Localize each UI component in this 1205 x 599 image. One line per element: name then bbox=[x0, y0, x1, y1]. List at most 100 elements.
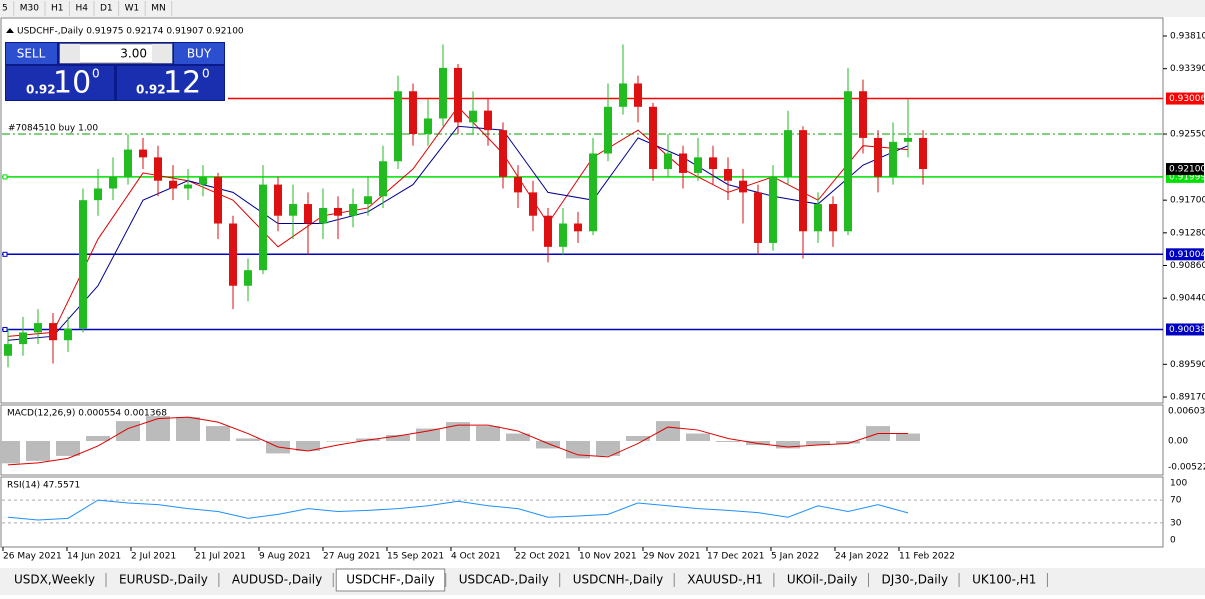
candle-body bbox=[124, 149, 132, 177]
sell-price-sup: 0 bbox=[92, 67, 100, 81]
timeframe-button[interactable]: M30 bbox=[20, 4, 39, 14]
rsi-panel bbox=[0, 476, 1164, 548]
y-tick-label: 0.90860 bbox=[1170, 261, 1205, 271]
macd-bar bbox=[836, 440, 860, 444]
sell-button[interactable] bbox=[6, 43, 57, 64]
macd-signal bbox=[7, 416, 908, 466]
tab[interactable]: USDCAD-,Daily bbox=[448, 571, 559, 589]
buy-price-small: 0.92 bbox=[136, 83, 166, 97]
macd-bar bbox=[446, 422, 470, 441]
tab-bg bbox=[776, 571, 868, 589]
candle-body bbox=[694, 157, 702, 173]
timeframe-button[interactable]: H4 bbox=[75, 4, 88, 14]
timeframe-button[interactable]: 5 bbox=[2, 4, 8, 14]
tab[interactable]: USDX,Weekly bbox=[4, 571, 105, 589]
tab[interactable]: EURUSD-,Daily bbox=[109, 571, 218, 589]
lot-down[interactable] bbox=[60, 44, 80, 63]
macd-bar bbox=[476, 426, 500, 441]
macd-bar bbox=[536, 440, 560, 449]
sell-price-big: 10 bbox=[53, 66, 91, 101]
tab-label: USDCAD-,Daily bbox=[459, 573, 549, 587]
macd-bar bbox=[716, 440, 740, 442]
buy-button[interactable] bbox=[174, 43, 224, 64]
candle-body bbox=[169, 180, 177, 189]
x-tick-label: 4 Oct 2021 bbox=[451, 552, 501, 562]
sell-price[interactable] bbox=[6, 66, 114, 100]
level-label: 0.90038 bbox=[1169, 325, 1205, 335]
tab[interactable]: USDCNH-,Daily bbox=[562, 571, 674, 589]
rsi-line bbox=[7, 499, 909, 521]
candle-body bbox=[109, 176, 117, 189]
buy-price[interactable] bbox=[117, 66, 224, 100]
y-tick-label: 0.90440 bbox=[1170, 294, 1205, 304]
candle-body bbox=[634, 83, 642, 107]
macd-bar bbox=[296, 440, 320, 451]
candle-body bbox=[919, 137, 927, 170]
tab-label: USDCHF-,Daily bbox=[346, 573, 434, 587]
macd-bar bbox=[26, 440, 50, 461]
macd-bar bbox=[686, 433, 710, 441]
rsi-tick-label: 0 bbox=[1170, 536, 1176, 546]
y-tick-label: 0.89590 bbox=[1170, 360, 1205, 370]
candle-body bbox=[769, 176, 777, 243]
level-label-bg bbox=[1166, 92, 1204, 105]
candle-body bbox=[784, 130, 792, 177]
tab-bg bbox=[221, 571, 333, 589]
macd-bar bbox=[206, 426, 230, 441]
macd-bar bbox=[56, 440, 80, 456]
macd-tick-label: -0.00522 bbox=[1168, 462, 1205, 472]
tab[interactable]: XAUUSD-,H1 bbox=[677, 571, 773, 589]
x-tick-label: 10 Nov 2021 bbox=[579, 552, 637, 562]
collapse-icon bbox=[6, 28, 14, 33]
macd-panel bbox=[0, 404, 1164, 476]
candle-body bbox=[154, 157, 162, 181]
timeframe-button[interactable]: H1 bbox=[51, 4, 64, 14]
tab[interactable]: USDCHF-,Daily bbox=[335, 568, 446, 592]
candle-body bbox=[529, 192, 537, 216]
level-label-bg bbox=[1166, 248, 1204, 261]
tab[interactable]: UKOil-,Daily bbox=[776, 571, 868, 589]
tab-label: UK100-,H1 bbox=[972, 573, 1036, 587]
x-tick-label: 14 Jun 2021 bbox=[67, 552, 121, 562]
macd-bar bbox=[506, 433, 530, 441]
tab[interactable]: UK100-,H1 bbox=[962, 571, 1047, 589]
macd-bar bbox=[0, 440, 20, 464]
candle-body bbox=[94, 188, 102, 201]
macd-tick-label: 0.00 bbox=[1168, 436, 1188, 446]
candle-body bbox=[604, 106, 612, 154]
macd-bar bbox=[656, 421, 680, 441]
candle-body bbox=[364, 196, 372, 205]
tab[interactable]: DJ30-,Daily bbox=[871, 571, 959, 589]
y-tick-label: 0.92550 bbox=[1170, 130, 1205, 140]
macd-bar bbox=[626, 436, 650, 441]
rsi-tick-label: 100 bbox=[1170, 479, 1187, 489]
candle-body bbox=[514, 176, 522, 193]
tab[interactable]: AUDUSD-,Daily bbox=[221, 571, 333, 589]
buy-label: BUY bbox=[187, 47, 212, 61]
candle-body bbox=[724, 169, 732, 181]
x-tick-label: 9 Aug 2021 bbox=[259, 552, 311, 562]
timeframe-button[interactable]: W1 bbox=[125, 4, 140, 14]
candle-body bbox=[454, 67, 462, 123]
candle-body bbox=[424, 118, 432, 135]
candle-body bbox=[649, 106, 657, 170]
candle-body bbox=[394, 91, 402, 162]
candle-body bbox=[559, 223, 567, 247]
candle-body bbox=[544, 215, 552, 247]
candle-body bbox=[274, 184, 282, 216]
macd-bar bbox=[416, 428, 440, 441]
tab-label: USDX,Weekly bbox=[14, 573, 95, 587]
tab-label: XAUUSD-,H1 bbox=[687, 573, 763, 587]
candle-body bbox=[259, 184, 267, 271]
x-tick-label: 5 Jan 2022 bbox=[771, 552, 819, 562]
x-tick-label: 21 Jul 2021 bbox=[195, 552, 246, 562]
candle-body bbox=[739, 180, 747, 193]
timeframe-button[interactable]: D1 bbox=[100, 4, 113, 14]
y-tick-label: 0.93390 bbox=[1170, 64, 1205, 74]
trade-panel: SELL BUY 3.00 0.92 10 0 0.92 12 0 bbox=[5, 42, 225, 101]
lot-up[interactable] bbox=[152, 44, 172, 63]
tab-bg bbox=[962, 571, 1047, 589]
tab-bg bbox=[448, 571, 559, 589]
current-price-bg bbox=[1166, 163, 1204, 176]
timeframe-button[interactable]: MN bbox=[151, 4, 166, 14]
